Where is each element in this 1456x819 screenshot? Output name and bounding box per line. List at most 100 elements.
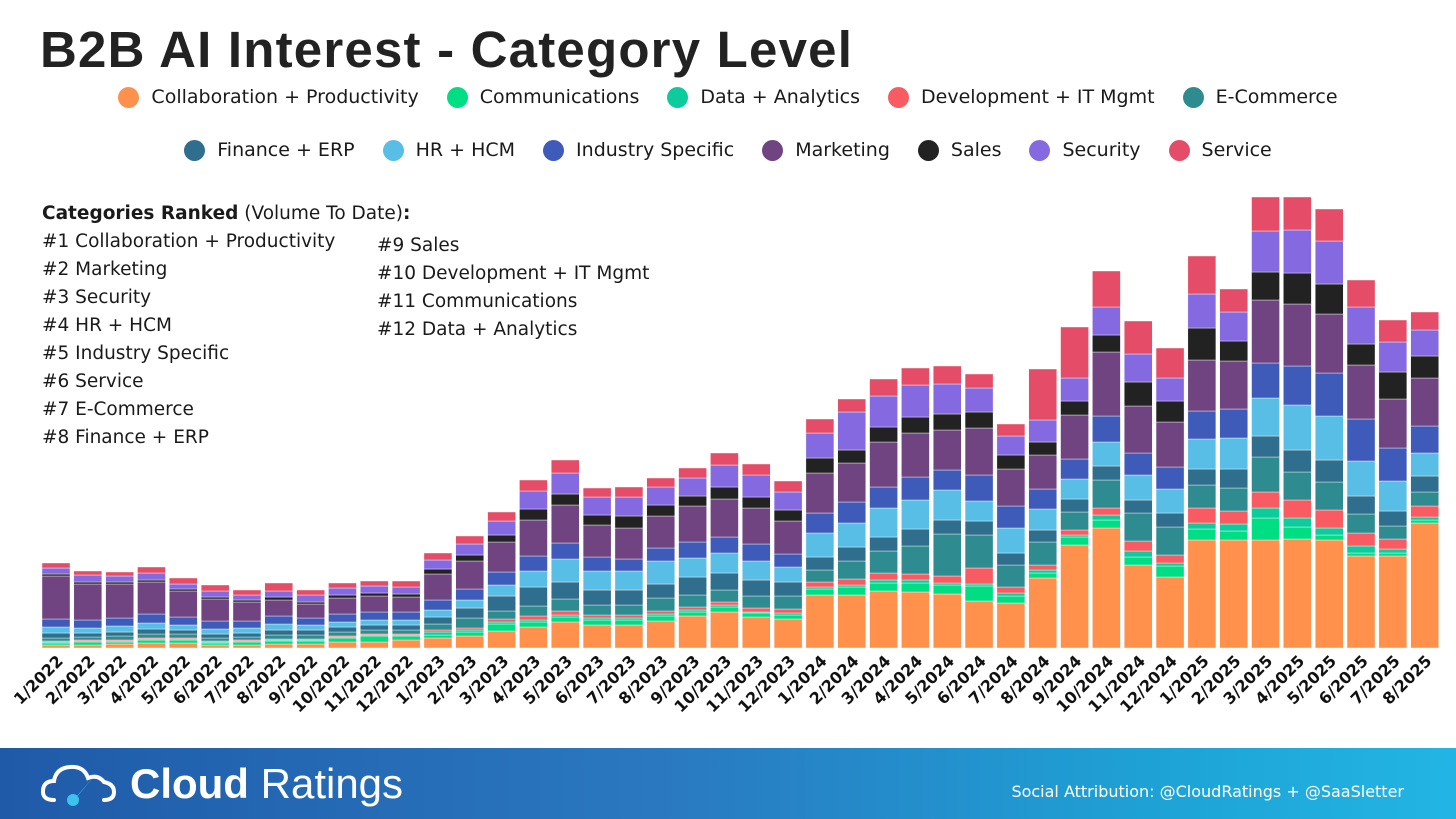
legend-item: Sales	[917, 139, 1001, 161]
bar-segment	[1410, 522, 1439, 649]
bar-segment	[901, 545, 930, 575]
bar-segment	[1219, 468, 1248, 489]
bar-segment	[105, 635, 134, 641]
bar-segment	[551, 459, 580, 474]
legend-swatch	[1168, 139, 1190, 161]
legend-label: Industry Specific	[576, 139, 735, 161]
bar-segment	[646, 610, 675, 615]
legend-label: E-Commerce	[1215, 86, 1338, 108]
bar-segment	[869, 486, 898, 509]
bar-segment	[137, 572, 166, 581]
bar-segment	[73, 570, 103, 576]
bar-segment	[391, 624, 421, 631]
bar-segment	[328, 594, 357, 599]
bar-segment	[996, 468, 1026, 507]
bar-segment	[901, 579, 930, 584]
bar-segment	[1314, 283, 1344, 315]
bar-segment	[1028, 419, 1057, 443]
bar-segment	[933, 489, 962, 521]
bar-segment	[773, 520, 803, 555]
bar-segment	[837, 501, 866, 524]
bar-segment	[1155, 565, 1185, 578]
bar-segment	[996, 592, 1026, 597]
bar-segment	[805, 569, 835, 583]
bar-segment	[328, 641, 357, 649]
bar-segment	[996, 435, 1026, 456]
ranked-item: #2 Marketing	[42, 259, 168, 280]
bar-segment	[1219, 523, 1248, 532]
bar-segment	[1410, 519, 1439, 524]
bar-segment	[1346, 545, 1376, 554]
bar-segment	[391, 635, 421, 641]
legend-swatch	[446, 86, 468, 108]
bar-segment	[1251, 456, 1280, 493]
ranked-item: #5 Industry Specific	[42, 343, 230, 364]
bar-segment	[1378, 555, 1408, 649]
bar-segment	[423, 616, 453, 625]
bar-segment	[200, 644, 230, 649]
bar-segment	[360, 624, 389, 631]
bar-segment	[360, 629, 389, 635]
bar-segment	[423, 568, 453, 575]
bar-segment	[1283, 471, 1312, 501]
bar-segment	[73, 641, 103, 646]
bar-segment	[1219, 360, 1248, 410]
bar-segment	[232, 627, 262, 634]
bar-segment	[1314, 509, 1344, 529]
bar-segment	[1378, 525, 1408, 540]
bar-segment	[678, 541, 707, 559]
bar-segment	[328, 587, 357, 596]
bar-segment	[455, 543, 484, 556]
footer-banner: Cloud Ratings Social Attribution: @Cloud…	[0, 748, 1456, 819]
bar-segment	[1219, 408, 1248, 439]
bar-segment	[551, 504, 580, 544]
bar-segment	[360, 580, 389, 587]
bar-segment	[1219, 539, 1248, 649]
bar-segment	[1124, 550, 1153, 558]
bar-segment	[1155, 554, 1185, 564]
bar-segment	[869, 582, 898, 592]
bar-segment	[837, 594, 866, 649]
bar-segment	[805, 432, 835, 459]
bar-segment	[742, 579, 771, 597]
bar-segment	[391, 596, 421, 613]
bar-segment	[1155, 488, 1185, 514]
bar-segment	[805, 457, 835, 474]
bar-segment	[1378, 319, 1408, 343]
bar-segment	[678, 576, 707, 596]
bar-segment	[1410, 505, 1439, 518]
legend-swatch	[382, 139, 404, 161]
bar-segment	[519, 519, 548, 557]
bar-segment	[1124, 474, 1153, 501]
bar-segment	[964, 534, 994, 569]
bar-segment	[423, 637, 453, 649]
bar-segment	[487, 618, 516, 623]
bar-segment	[1155, 576, 1185, 649]
bar-segment	[1092, 527, 1121, 649]
bar-segment	[805, 556, 835, 571]
bar-segment	[805, 586, 835, 590]
bar-segment	[901, 384, 930, 418]
bar-segment	[232, 599, 262, 603]
bar-segment	[328, 597, 357, 615]
bar-segment	[1092, 514, 1121, 521]
bar-segment	[933, 582, 962, 586]
bar-segment	[869, 536, 898, 552]
bar-segment	[742, 474, 771, 498]
bar-segment	[105, 583, 134, 619]
bar-segment	[232, 620, 262, 629]
bar-segment	[1219, 340, 1248, 362]
legend-item: Service	[1168, 139, 1272, 161]
bar-segment	[678, 615, 707, 649]
bar-segment	[773, 608, 803, 614]
bar-segment	[933, 469, 962, 491]
bar-segment	[137, 639, 166, 644]
bar-segment	[1283, 517, 1312, 528]
bar-stack	[105, 571, 134, 649]
bar-segment	[742, 496, 771, 509]
bar-segment	[773, 509, 803, 522]
ranked-header-bold: Categories Ranked	[42, 203, 239, 224]
bar-segment	[710, 498, 739, 538]
bar-segment	[1314, 481, 1344, 511]
legend-row-2: Finance + ERP HR + HCM Industry Specific Ma…	[0, 139, 1456, 161]
